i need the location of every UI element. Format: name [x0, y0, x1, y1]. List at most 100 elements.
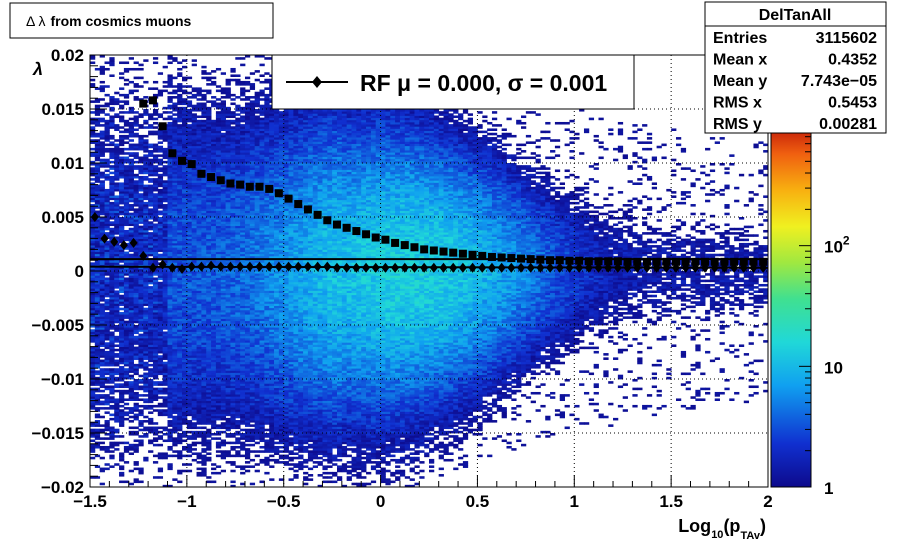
heatmap-cell	[206, 355, 212, 358]
heatmap-cell	[177, 456, 183, 460]
heatmap-cell	[162, 132, 168, 136]
heatmap-cell	[114, 217, 120, 220]
heatmap-cell	[191, 372, 197, 376]
heatmap-cell	[99, 445, 105, 449]
heatmap-cell	[119, 193, 125, 196]
heatmap-cell	[133, 387, 139, 391]
heatmap-cell	[201, 381, 207, 384]
heatmap-cell	[177, 128, 183, 131]
heatmap-cell	[191, 221, 197, 224]
heatmap-cell	[206, 117, 212, 121]
heatmap-cell	[186, 422, 193, 425]
heatmap-cell	[191, 124, 197, 127]
heatmap-cell	[201, 158, 207, 162]
heatmap-cell	[182, 197, 188, 201]
heatmap-cell	[114, 340, 120, 343]
heatmap-cell	[172, 288, 178, 291]
heatmap-cell	[182, 229, 188, 233]
heatmap-cell	[94, 271, 101, 274]
heatmap-cell	[211, 158, 217, 162]
heatmap-cell	[114, 201, 120, 205]
heatmap-cell	[94, 180, 101, 183]
heatmap-cell	[94, 398, 101, 401]
heatmap-cell	[133, 288, 139, 291]
heatmap-cell	[133, 327, 139, 330]
heatmap-cell	[104, 160, 110, 164]
heatmap-cell	[143, 165, 149, 168]
heatmap-cell	[133, 223, 139, 227]
heatmap-cell	[186, 426, 193, 430]
heatmap-cell	[177, 424, 183, 427]
heatmap-cell	[157, 145, 164, 149]
heatmap-cell	[167, 402, 173, 406]
heatmap-cell	[206, 217, 212, 220]
heatmap-cell	[167, 98, 173, 101]
heatmap-cell	[128, 191, 134, 194]
heatmap-cell	[211, 137, 217, 140]
heatmap-cell	[177, 348, 183, 352]
heatmap-cell	[182, 385, 188, 389]
heatmap-cell	[119, 370, 125, 373]
heatmap-cell	[162, 379, 168, 382]
heatmap-cell	[162, 182, 168, 185]
heatmap-cell	[211, 320, 217, 324]
heatmap-cell	[162, 247, 168, 250]
heatmap-cell	[235, 450, 241, 453]
heatmap-cell	[128, 117, 134, 121]
heatmap-cell	[90, 182, 96, 185]
heatmap-cell	[172, 201, 178, 205]
heatmap-cell	[90, 61, 96, 65]
heatmap-cell	[186, 374, 193, 378]
heatmap-cell	[104, 169, 110, 173]
heatmap-cell	[206, 391, 212, 395]
heatmap-cell	[167, 165, 173, 168]
heatmap-cell	[157, 132, 164, 136]
heatmap-cell	[128, 262, 134, 265]
heatmap-cell	[90, 312, 96, 315]
heatmap-cell	[152, 206, 159, 209]
heatmap-cell	[177, 67, 183, 71]
heatmap-cell	[157, 175, 164, 179]
heatmap-cell	[90, 240, 96, 244]
heatmap-cell	[206, 124, 212, 127]
heatmap-cell	[109, 286, 115, 289]
heatmap-cell	[119, 404, 125, 408]
heatmap-cell	[104, 467, 110, 471]
heatmap-cell	[177, 199, 183, 203]
heatmap-cell	[167, 413, 173, 417]
heatmap-cell	[211, 229, 217, 233]
heatmap-cell	[148, 87, 154, 90]
heatmap-cell	[123, 277, 130, 281]
heatmap-cell	[143, 121, 149, 125]
heatmap-cell	[172, 156, 178, 160]
heatmap-cell	[186, 348, 193, 352]
heatmap-cell	[201, 132, 207, 136]
heatmap-cell	[119, 389, 125, 393]
heatmap-cell	[162, 208, 168, 211]
heatmap-cell	[148, 398, 154, 401]
heatmap-cell	[201, 342, 207, 345]
heatmap-cell	[186, 255, 193, 259]
heatmap-cell	[104, 137, 110, 140]
heatmap-cell	[90, 197, 96, 201]
heatmap-cell	[211, 407, 217, 410]
heatmap-cell	[99, 232, 105, 235]
heatmap-cell	[128, 268, 134, 272]
heatmap-cell	[196, 374, 202, 378]
heatmap-cell	[119, 182, 125, 185]
heatmap-cell	[167, 484, 173, 487]
heatmap-cell	[167, 160, 173, 164]
heatmap-cell	[201, 225, 207, 229]
heatmap-cell	[119, 227, 125, 231]
heatmap-cell	[162, 85, 168, 88]
heatmap-cell	[99, 150, 105, 153]
heatmap-cell	[123, 175, 130, 179]
heatmap-cell	[162, 249, 168, 252]
heatmap-cell	[90, 169, 96, 173]
heatmap-cell	[182, 212, 188, 216]
heatmap-cell	[143, 186, 149, 190]
heatmap-cell	[186, 150, 193, 153]
heatmap-cell	[109, 126, 115, 129]
heatmap-cell	[177, 152, 183, 155]
heatmap-cell	[172, 441, 178, 445]
